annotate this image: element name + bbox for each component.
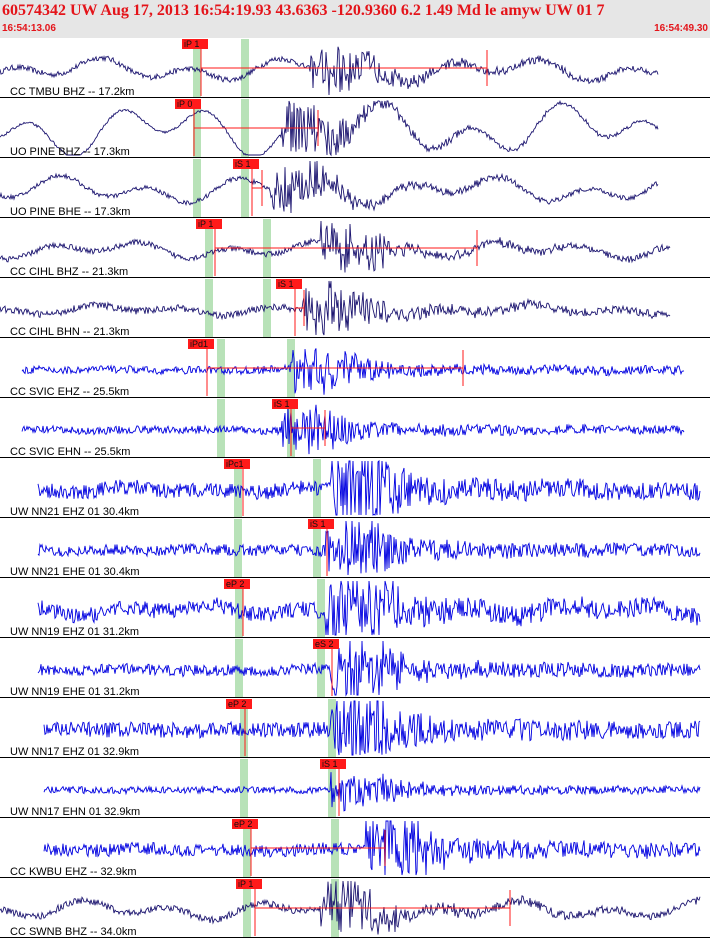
window-start-time: 16:54:13.06 [2,23,56,34]
s-window-bar [313,459,321,517]
trace-row[interactable]: iS 1 CC CIHL BHN -- 21.3km [0,279,710,338]
pick-flag[interactable] [276,279,302,289]
pick-flag[interactable] [320,759,346,769]
pick-flag-label: iP 1 [238,879,253,889]
pick-flag[interactable] [196,219,222,229]
pick-flag-label: eP 2 [228,699,246,709]
station-label: UW NN17 EHN 01 32.9km [10,806,140,818]
s-window-bar [317,639,325,697]
p-window-bar [193,159,201,217]
trace-row[interactable]: iS 1 UW NN17 EHN 01 32.9km [0,759,710,818]
waveform-trace [0,46,659,96]
pick-flag[interactable] [308,519,334,529]
pick-flag[interactable] [232,819,258,829]
trace-row[interactable]: eP 2 UW NN19 EHZ 01 31.2km [0,579,710,638]
pick-flag-label: eS 2 [315,639,334,649]
waveform-trace [0,160,659,214]
p-window-bar [205,279,213,337]
pick-flag-label: iS 1 [235,159,251,169]
waveform-trace [37,640,701,697]
waveform-trace [37,520,701,576]
trace-row[interactable]: iPc1 UW NN21 EHZ 01 30.4km [0,459,710,518]
trace-row[interactable]: iP 1 CC TMBU BHZ -- 17.2km [0,39,710,98]
pick-flag[interactable] [272,399,298,409]
station-label: CC TMBU BHZ -- 17.2km [10,86,134,98]
pick-flag-label: iS 1 [278,279,294,289]
pick-flag[interactable] [224,459,250,469]
trace-row[interactable]: iPd1 CC SVIC EHZ -- 25.5km [0,339,710,398]
pick-flag-label: eP 2 [234,819,252,829]
pick-flag[interactable] [313,639,339,649]
trace-row[interactable]: iS 1 CC SVIC EHN -- 25.5km [0,399,710,458]
station-label: UW NN21 EHZ 01 30.4km [10,506,139,518]
station-label: UW NN21 EHE 01 30.4km [10,566,140,578]
pick-flag-label: iS 1 [322,759,338,769]
waveform-trace [37,459,701,516]
waveform-trace [0,280,671,336]
p-window-bar [243,819,251,877]
s-window-bar [328,699,336,757]
p-window-bar [234,519,242,577]
seismogram-canvas[interactable]: iP 1 CC TMBU BHZ -- 17.2km iP 0 UO PINE BHZ… [0,38,710,938]
station-label: CC SVIC EHZ -- 25.5km [10,386,129,398]
pick-flag-label: iP 0 [177,99,192,109]
waveform-trace [0,100,659,157]
trace-row[interactable]: eP 2 UW NN17 EHZ 01 32.9km [0,699,710,758]
pick-flag-label: iPc1 [226,459,244,469]
trace-row[interactable]: eP 2 CC KWBU EHZ -- 32.9km [0,819,710,878]
s-window-bar [241,159,249,217]
pick-flag[interactable] [224,579,250,589]
waveform-trace [43,772,701,812]
station-label: CC SWNB BHZ -- 34.0km [10,926,137,938]
window-end-time: 16:54:49.30 [654,23,708,34]
waveform-trace [37,580,701,636]
trace-row[interactable]: iP 0 UO PINE BHZ -- 17.3km [0,99,710,158]
trace-row[interactable]: iS 1 UW NN21 EHE 01 30.4km [0,519,710,578]
station-label: UO PINE BHZ -- 17.3km [10,146,130,158]
station-label: UW NN17 EHZ 01 32.9km [10,746,139,758]
p-window-bar [243,879,251,937]
pick-flag[interactable] [226,699,252,709]
trace-row[interactable]: iP 1 CC SWNB BHZ -- 34.0km [0,879,710,938]
s-window-bar [328,759,336,817]
station-label: UW NN19 EHZ 01 31.2km [10,626,139,638]
trace-row[interactable]: iS 1 UO PINE BHE -- 17.3km [0,159,710,218]
waveform-trace [43,700,701,756]
station-label: CC KWBU EHZ -- 32.9km [10,866,137,878]
pick-flag[interactable] [236,879,262,889]
p-window-bar [240,699,248,757]
station-label: CC CIHL BHZ -- 21.3km [10,266,128,278]
waveform-trace [0,880,701,935]
waveform-trace [21,348,685,395]
station-label: UO PINE BHE -- 17.3km [10,206,130,218]
p-window-bar [205,219,213,277]
waveform-trace [43,820,701,876]
p-window-bar [235,579,243,637]
s-window-bar [317,579,325,637]
event-header: 60574342 UW Aug 17, 2013 16:54:19.93 43.… [0,0,710,38]
pick-flag[interactable] [182,39,208,49]
pick-flag[interactable] [233,159,259,169]
waveform-trace [21,404,685,455]
station-label: CC CIHL BHN -- 21.3km [10,326,129,338]
pick-flag-label: iS 1 [274,399,290,409]
station-label: CC SVIC EHN -- 25.5km [10,446,130,458]
event-title: 60574342 UW Aug 17, 2013 16:54:19.93 43.… [2,2,605,19]
station-label: UW NN19 EHE 01 31.2km [10,686,140,698]
pick-flag-label: iS 1 [310,519,326,529]
waveform-trace [0,220,671,273]
trace-row[interactable]: eS 2 UW NN19 EHE 01 31.2km [0,639,710,698]
p-window-bar [217,399,225,457]
trace-row[interactable]: iP 1 CC CIHL BHZ -- 21.3km [0,219,710,278]
pick-flag-label: iPd1 [190,339,208,349]
seismogram-panel[interactable]: iP 1 CC TMBU BHZ -- 17.2km iP 0 UO PINE BHZ… [0,38,710,938]
pick-flag[interactable] [175,99,201,109]
pick-flag[interactable] [188,339,214,349]
pick-flag-label: iP 1 [198,219,213,229]
pick-flag-label: eP 2 [226,579,244,589]
pick-flag-label: iP 1 [184,39,199,49]
